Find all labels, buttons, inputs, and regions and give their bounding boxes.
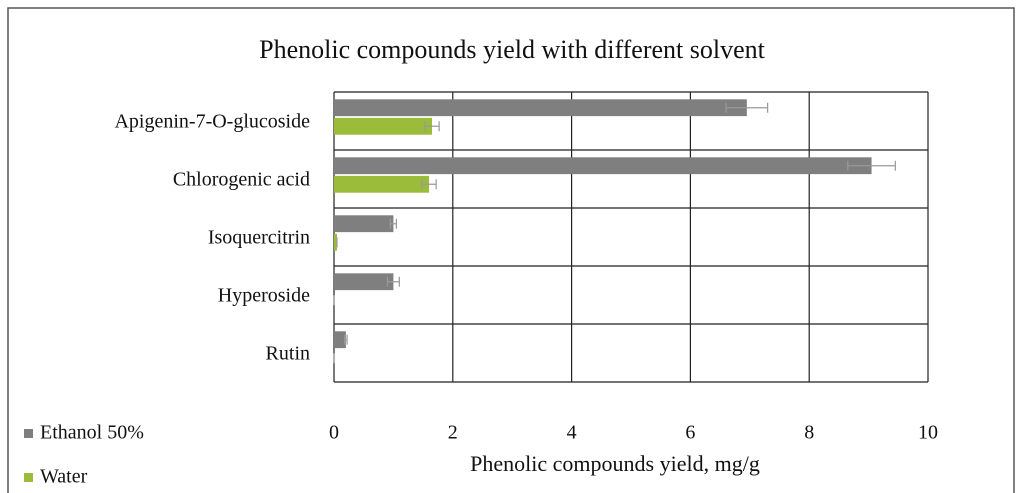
x-tick-label: 0	[329, 422, 339, 444]
y-tick-label: Rutin	[266, 343, 310, 365]
legend-marker	[24, 429, 33, 438]
x-axis-title: Phenolic compounds yield, mg/g	[470, 451, 760, 476]
y-tick-label: Chlorogenic acid	[173, 169, 310, 191]
bar	[334, 233, 337, 251]
error-bar	[386, 276, 400, 287]
bar	[334, 273, 394, 291]
bar	[334, 157, 872, 175]
y-tick-label: Hyperoside	[218, 285, 310, 307]
y-tick-label: Isoquercitrin	[208, 227, 310, 249]
x-tick-label: 2	[448, 422, 458, 444]
x-tick-label: 8	[804, 422, 814, 444]
frame	[7, 7, 1015, 493]
x-tick-label: 4	[567, 422, 577, 444]
legend-marker	[24, 473, 33, 482]
chart-title: Phenolic compounds yield with different …	[259, 35, 765, 64]
bar	[334, 331, 346, 349]
error-bar	[389, 218, 397, 229]
legend-label: Water	[40, 466, 88, 488]
error-bar	[421, 179, 437, 190]
bar	[334, 175, 430, 193]
legend-label: Ethanol 50%	[40, 422, 144, 444]
x-tick-label: 10	[918, 422, 938, 444]
error-bar	[725, 102, 769, 113]
error-bar	[424, 121, 440, 132]
bar	[334, 215, 394, 233]
error-bar	[847, 160, 896, 171]
y-tick-label: Apigenin-7-O-glucoside	[114, 111, 310, 133]
x-tick-label: 6	[685, 422, 695, 444]
bar	[334, 117, 433, 135]
bar	[334, 99, 747, 117]
error-bar	[344, 334, 348, 345]
